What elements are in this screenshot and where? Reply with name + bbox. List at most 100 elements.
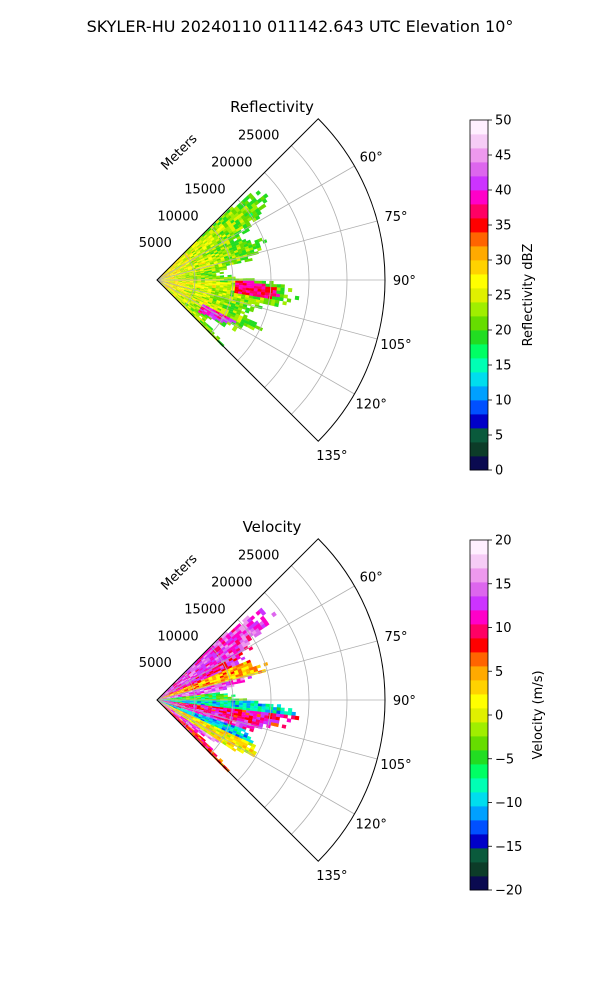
radar-gate	[177, 683, 182, 687]
radar-gate	[194, 722, 199, 726]
radar-gate	[205, 717, 210, 721]
radar-gate	[184, 688, 189, 691]
radar-gate	[212, 222, 218, 227]
radar-gate	[195, 732, 200, 737]
radar-gate	[212, 701, 217, 704]
radar-gate	[215, 317, 221, 322]
radar-gate	[216, 239, 222, 244]
radar-gate	[184, 673, 189, 677]
radar-gate	[280, 290, 285, 295]
radar-gate	[242, 643, 248, 649]
grid-spoke	[156, 585, 355, 701]
radar-gate	[234, 710, 239, 714]
radar-gate	[216, 652, 222, 657]
radar-gate	[174, 695, 179, 697]
radar-gate	[235, 733, 240, 738]
radar-gate	[182, 698, 187, 700]
radar-gate	[249, 708, 255, 712]
radar-gate	[191, 732, 196, 737]
radar-gate	[215, 254, 220, 258]
radar-gate	[219, 275, 225, 278]
radar-gate	[191, 306, 196, 310]
radar-gate	[231, 276, 236, 279]
radar-gate	[214, 724, 219, 728]
radar-gate	[178, 701, 183, 703]
radar-gate	[261, 709, 266, 713]
radar-gate	[222, 741, 227, 746]
radar-gate	[164, 691, 169, 695]
radar-gate	[177, 694, 182, 697]
colorbar-tick-label: 0	[495, 709, 503, 724]
radar-gate	[226, 314, 231, 319]
radar-gate	[223, 319, 228, 324]
radar-gate	[174, 266, 179, 270]
radar-gate	[199, 687, 204, 691]
radar-gate	[209, 746, 214, 751]
radar-gate	[207, 254, 212, 258]
radar-gate	[197, 695, 202, 698]
radial-tick-label: 5000	[139, 656, 172, 671]
radar-gate	[186, 300, 191, 305]
radar-gate	[237, 216, 243, 222]
radar-gate	[200, 707, 205, 710]
radar-gate	[177, 691, 182, 694]
radar-gate	[180, 271, 186, 274]
radar-gate	[199, 256, 205, 260]
radar-gate	[218, 663, 224, 667]
radar-gate	[220, 258, 226, 262]
radar-gate	[183, 687, 188, 690]
radar-gate	[269, 283, 274, 288]
radar-gate	[212, 272, 217, 275]
radar-gate	[175, 716, 179, 720]
radar-gate	[237, 636, 243, 642]
radar-gate	[206, 303, 212, 307]
radar-gate	[212, 697, 217, 700]
radar-gate	[174, 684, 178, 688]
radar-gate	[180, 289, 185, 292]
radar-gate	[207, 711, 212, 714]
radar-gate	[181, 282, 186, 285]
radar-gate	[208, 281, 213, 284]
radar-gate	[186, 712, 191, 716]
radar-gate	[242, 709, 247, 713]
radar-gate	[197, 260, 202, 264]
radar-gate	[198, 722, 204, 726]
radar-gate	[244, 719, 249, 723]
radar-gate	[241, 230, 247, 235]
radar-gate	[193, 285, 198, 287]
radar-gate	[178, 298, 183, 302]
radar-gate	[221, 233, 227, 239]
radar-gate	[166, 275, 171, 277]
radar-gate	[209, 726, 214, 730]
radar-gate	[219, 224, 225, 229]
radar-gate	[174, 282, 179, 283]
radar-gate	[294, 295, 300, 301]
radar-gate	[170, 291, 174, 295]
radar-gate	[209, 313, 214, 318]
radar-gate	[168, 270, 173, 273]
radar-gate	[166, 700, 171, 701]
radar-gate	[207, 730, 212, 734]
radar-gate	[196, 706, 201, 709]
radar-gate	[226, 227, 232, 233]
radar-gate	[280, 287, 285, 292]
radar-gate	[199, 308, 204, 313]
radar-gate	[204, 661, 209, 666]
radar-gate	[247, 216, 253, 222]
radar-gate	[201, 277, 206, 280]
radar-gate	[229, 239, 235, 244]
radar-gate	[217, 221, 222, 226]
radar-gate	[240, 310, 246, 315]
radar-gate	[207, 288, 212, 291]
radar-gate	[204, 230, 209, 235]
radar-gate	[170, 700, 175, 702]
radar-gate	[192, 244, 196, 249]
radar-gate	[205, 260, 210, 264]
radar-gate	[162, 694, 166, 697]
radar-gate	[222, 216, 228, 221]
radar-gate	[200, 283, 205, 286]
radar-gate	[219, 673, 224, 677]
radar-gate	[185, 703, 190, 705]
radar-gate	[169, 285, 174, 287]
